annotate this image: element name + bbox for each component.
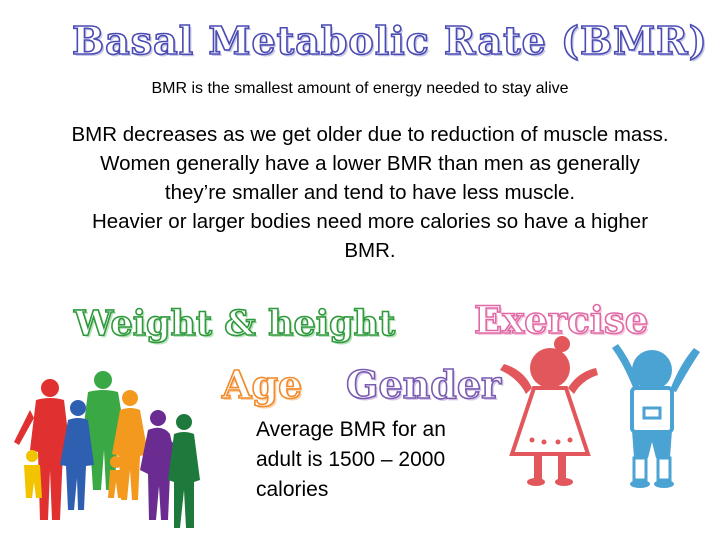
slide-title: Basal Metabolic Rate (BMR) bbox=[71, 17, 708, 64]
keyword-exercise: Exercise bbox=[473, 297, 649, 343]
people-figures-illustration bbox=[14, 371, 200, 528]
girl-figure bbox=[500, 336, 598, 486]
paragraph-gender: Women generally have a lower BMR than me… bbox=[100, 152, 640, 204]
subtitle: BMR is the smallest amount of energy nee… bbox=[151, 80, 569, 97]
keyword-gender: Gender bbox=[345, 361, 502, 408]
average-bmr-note: Average BMR for an adult is 1500 – 2000 … bbox=[256, 418, 446, 501]
person-figure-red bbox=[14, 379, 70, 520]
girl-boy-illustration bbox=[500, 336, 700, 488]
boy-figure bbox=[612, 344, 700, 488]
keyword-weight-height: Weight & height bbox=[73, 302, 396, 345]
paragraph-age: BMR decreases as we get older due to red… bbox=[71, 123, 669, 146]
person-figure-orange bbox=[108, 390, 148, 500]
person-figure-darkgreen bbox=[168, 414, 200, 528]
paragraph-size: Heavier or larger bodies need more calor… bbox=[91, 210, 649, 262]
person-figure-yellow bbox=[24, 450, 42, 498]
person-figure-blue bbox=[60, 400, 94, 510]
keyword-age: Age bbox=[221, 361, 303, 408]
body-text: BMR decreases as we get older due to red… bbox=[70, 120, 670, 265]
